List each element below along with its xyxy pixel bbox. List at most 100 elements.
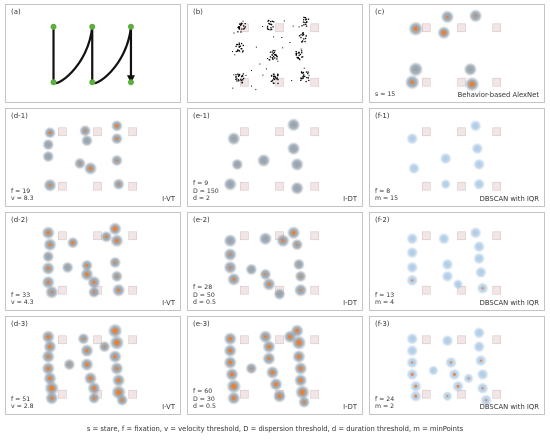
param-value: f = 51: [11, 395, 31, 403]
fixation-blob-13: [292, 258, 305, 271]
path-node-2: [50, 79, 57, 86]
panel-d-1: (d-1) f = 19 v = 8.3 I-VT: [5, 108, 181, 207]
param-value: v = 8.3: [11, 195, 34, 203]
param-value: d = 2: [193, 195, 210, 203]
gaze-point: [305, 25, 308, 27]
fixation-blob-1: [227, 131, 241, 146]
gaze-point: [234, 54, 236, 56]
param-value: d = 0.5: [193, 403, 216, 411]
fixation-blob-2: [42, 138, 55, 151]
gaze-point: [237, 79, 240, 81]
fixation-blob-5: [80, 134, 93, 147]
panel-label: (d-3): [11, 320, 28, 328]
gaze-point: [305, 35, 307, 37]
fixation-blob-3: [256, 153, 271, 168]
gaze-point: [269, 29, 271, 31]
fixation-core-4: [46, 266, 51, 271]
fixation-core-6: [409, 79, 415, 85]
gaze-point: [267, 57, 269, 59]
gaze-point: [299, 58, 301, 61]
gaze-point: [276, 78, 278, 80]
panel-params: f = 33 v = 4.3: [11, 292, 34, 307]
gaze-point: [269, 20, 272, 23]
gaze-point: [235, 74, 237, 76]
gaze-point: [276, 58, 278, 60]
method-name: I-DT: [343, 299, 357, 307]
fixation-blob-5: [437, 232, 450, 245]
fixation-blob-1: [223, 233, 237, 248]
gaze-point: [242, 79, 244, 81]
param-value: d = 0.5: [193, 299, 216, 307]
gaze-point: [242, 25, 245, 27]
panel-d-3: (d-3) f = 51 v = 2.8 I-VT: [5, 316, 181, 415]
panel-label: (e-3): [193, 320, 210, 328]
gaze-point: [274, 57, 276, 59]
panel-label: (d-1): [11, 112, 28, 120]
fixation-core-4: [410, 278, 414, 282]
fixation-blob-6: [441, 258, 454, 271]
fixation-blob-8: [231, 158, 244, 171]
panel-plot-f-2: [406, 226, 502, 295]
gaze-point: [268, 59, 270, 61]
gaze-point: [255, 46, 257, 48]
gaze-point: [302, 77, 304, 79]
gaze-point: [232, 51, 234, 53]
fixation-core-17: [296, 354, 302, 360]
gaze-point: [240, 79, 242, 82]
fixation-blob-2: [406, 344, 419, 357]
fixation-core-8: [468, 80, 476, 88]
fixation-core-12: [446, 395, 449, 398]
fixation-core-18: [298, 365, 304, 372]
gaze-point: [302, 71, 305, 74]
panel-label: (f-1): [375, 112, 390, 120]
fixation-core-19: [467, 377, 470, 380]
fixation-core-8: [68, 363, 71, 366]
panel-label: (f-3): [375, 320, 390, 328]
fixation-core-8: [114, 123, 120, 129]
gaze-point: [237, 31, 239, 33]
gaze-point: [303, 67, 305, 69]
param-value: m = 15: [375, 195, 399, 203]
gaze-point: [245, 75, 247, 77]
gaze-point: [302, 76, 304, 78]
gaze-point: [295, 50, 297, 53]
gaze-point: [271, 20, 274, 22]
gaze-point: [262, 74, 264, 76]
gaze-point: [262, 26, 264, 28]
panel-plot-f-1: [406, 119, 502, 191]
gaze-point: [302, 34, 304, 37]
gaze-point: [244, 22, 246, 25]
method-name: DBSCAN with IQR: [479, 299, 539, 307]
gaze-point: [240, 24, 242, 26]
fixation-core-9: [266, 344, 272, 350]
fixation-core-1: [227, 336, 233, 342]
panel-label: (c): [375, 8, 385, 16]
gaze-point: [298, 54, 300, 56]
fixation-core-1: [45, 334, 51, 340]
gaze-point: [241, 74, 243, 77]
panel-params: f = 13 m = 4: [375, 292, 394, 307]
panel-e-2: (e-2) f = 28 D = 50 d = 0.5 I-DT: [187, 212, 363, 311]
fixation-blob-8: [273, 288, 286, 301]
gaze-point: [302, 72, 304, 74]
fixation-core-19: [298, 377, 304, 383]
fixation-core-4: [231, 277, 236, 282]
fixation-core-5: [230, 382, 238, 390]
fixation-blob-5: [245, 263, 258, 276]
gaze-point: [302, 19, 305, 21]
param-value: v = 4.3: [11, 299, 34, 307]
gaze-point: [238, 45, 240, 48]
fixation-core-12: [273, 381, 279, 387]
param-value: f = 8: [375, 187, 391, 195]
fixation-core-6: [50, 290, 54, 294]
gaze-point: [240, 75, 243, 78]
gaze-point: [237, 73, 239, 75]
fixation-core-1: [48, 130, 52, 135]
gaze-point: [269, 56, 272, 58]
gaze-point: [305, 23, 307, 26]
gaze-point: [274, 50, 276, 52]
gaze-point: [273, 78, 276, 81]
gaze-point: [269, 51, 272, 53]
gaze-point: [300, 50, 303, 52]
fixation-blob-8: [469, 226, 482, 239]
